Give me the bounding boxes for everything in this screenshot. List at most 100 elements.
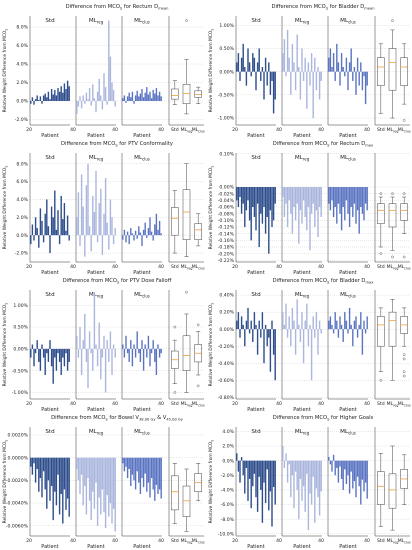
box-iqr: [377, 471, 385, 505]
bar: [345, 320, 348, 330]
bar: [345, 57, 348, 72]
bar: [41, 457, 43, 498]
bar: [46, 457, 48, 509]
bar: [62, 348, 64, 358]
bar: [350, 324, 352, 330]
bar: [302, 187, 305, 201]
x-tick-label: 40: [70, 127, 76, 133]
bar: [130, 228, 132, 236]
bar: [125, 100, 127, 103]
group-label-1: Std: [45, 155, 55, 161]
y-tick-label: 0.20%: [219, 310, 234, 316]
bar: [96, 91, 99, 101]
bar: [63, 457, 66, 490]
bar: [312, 187, 314, 204]
bar: [296, 460, 298, 490]
bar: [142, 97, 145, 101]
y-tick-label: 0.0%: [16, 99, 28, 105]
bar: [252, 460, 254, 487]
box-label-3: MLclus: [192, 538, 205, 544]
bar: [77, 100, 80, 107]
box-outlier: [185, 19, 188, 22]
box-iqr: [400, 203, 408, 221]
bar: [104, 87, 107, 101]
bar: [65, 88, 67, 101]
bar: [65, 348, 67, 354]
bar: [340, 187, 343, 231]
box-outlier: [379, 378, 383, 382]
y-tick-label: 2.0%: [16, 215, 28, 221]
bar: [328, 57, 330, 72]
bar: [250, 71, 252, 77]
bar: [283, 187, 286, 217]
bar: [291, 187, 294, 234]
bar: [347, 460, 349, 476]
y-tick-label: -0.0060%: [6, 523, 29, 529]
bar: [353, 460, 356, 482]
bar: [261, 187, 264, 224]
bar: [283, 39, 286, 72]
box-label-3: MLclus: [398, 264, 411, 270]
bar: [271, 320, 273, 330]
box-outlier: [379, 192, 383, 195]
bar: [361, 329, 364, 355]
bar: [103, 457, 105, 513]
bar: [123, 457, 126, 472]
bar: [34, 457, 37, 483]
bar: [344, 187, 346, 221]
y-tick-label: 0.0020%: [8, 433, 29, 439]
bar: [263, 71, 265, 100]
x-axis-label: Patient: [87, 270, 104, 276]
bar: [31, 224, 34, 236]
bar: [41, 220, 43, 236]
bar: [154, 93, 156, 101]
bar: [312, 316, 314, 330]
bar: [95, 344, 97, 349]
bar: [360, 187, 362, 207]
bar: [328, 187, 330, 204]
bar: [329, 316, 332, 330]
bar: [268, 460, 270, 511]
y-tick-label: 0.50%: [219, 46, 234, 52]
bar: [306, 187, 308, 231]
bar: [31, 457, 34, 475]
bar: [314, 460, 316, 523]
bar: [66, 348, 69, 371]
bar: [320, 329, 322, 334]
bar: [34, 99, 37, 101]
y-axis-label: Relative Weight Difference from MCOS: [208, 303, 214, 387]
bar: [364, 71, 367, 105]
bar: [331, 187, 333, 201]
bar: [150, 348, 153, 354]
bar: [336, 43, 338, 72]
bar: [288, 57, 290, 72]
group-label-2: MLreg: [89, 18, 104, 24]
bar: [154, 224, 156, 236]
bar: [154, 348, 156, 362]
y-tick-label: 0.00%: [219, 69, 234, 75]
bar: [298, 187, 300, 244]
y-tick-label: 0.00%: [219, 327, 234, 333]
bar: [307, 329, 310, 347]
x-axis-label: Patient: [87, 407, 104, 413]
box-label-3: MLclus: [192, 401, 205, 407]
bar: [291, 43, 294, 72]
bar: [291, 460, 294, 476]
bar: [49, 99, 51, 101]
bar: [236, 187, 238, 201]
bar: [293, 320, 295, 330]
bar: [98, 322, 100, 349]
y-tick-label: -0.12%: [218, 225, 235, 231]
bar: [30, 348, 32, 358]
bar: [315, 187, 318, 211]
bar: [100, 348, 102, 380]
bar: [103, 213, 105, 236]
bar: [157, 95, 159, 101]
bar: [130, 97, 132, 101]
bar: [366, 316, 368, 330]
bar: [54, 190, 56, 236]
bar: [291, 307, 294, 330]
bar: [252, 53, 254, 72]
bar: [100, 188, 102, 236]
